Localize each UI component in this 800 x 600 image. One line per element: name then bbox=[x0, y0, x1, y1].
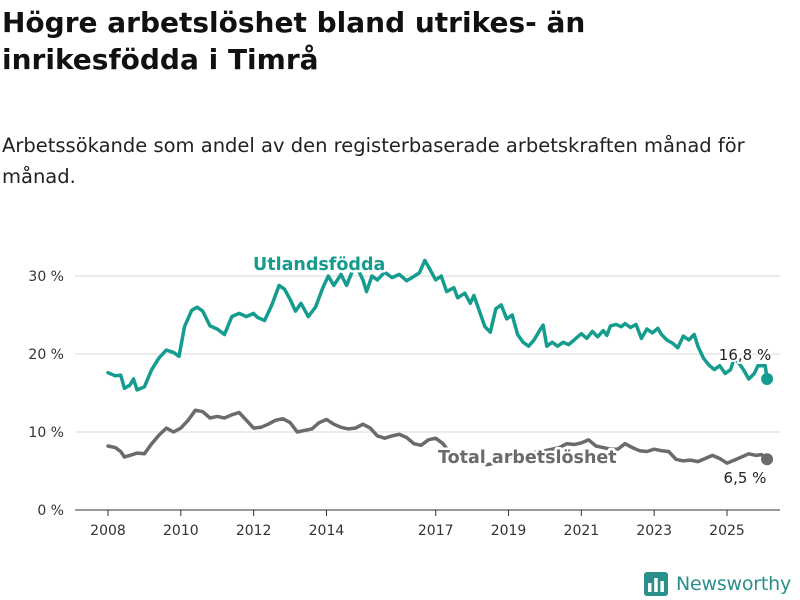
end-label-total-halo: 6,5 % bbox=[724, 469, 767, 487]
series-line-total bbox=[106, 408, 769, 467]
end-label-utlandsfodda: 16,8 % bbox=[719, 346, 771, 364]
x-tick-label: 2021 bbox=[564, 523, 600, 539]
x-tick-label: 2025 bbox=[709, 523, 745, 539]
x-tick-label: 2008 bbox=[90, 523, 126, 539]
series-label-utlandsfodda: Utlandsfödda bbox=[253, 255, 385, 275]
x-tick-label: 2012 bbox=[236, 523, 272, 539]
series-label-utlandsfodda-halo: Utlandsfödda bbox=[253, 255, 385, 275]
x-tick-label: 2019 bbox=[491, 523, 527, 539]
end-label-utlandsfodda-halo: 16,8 % bbox=[719, 346, 771, 364]
x-tick-label: 2014 bbox=[309, 523, 345, 539]
series-end-point bbox=[761, 372, 774, 385]
y-tick-label: 0 % bbox=[37, 503, 64, 519]
brand-logo[interactable]: Newsworthy bbox=[644, 570, 791, 598]
series-label-total: Total arbetslöshet bbox=[438, 448, 617, 468]
end-label-total: 6,5 % bbox=[724, 469, 767, 487]
y-tick-label: 30 % bbox=[28, 269, 64, 285]
y-tick-label: 20 % bbox=[28, 347, 64, 363]
series-end-point bbox=[761, 453, 774, 466]
brand-name: Newsworthy bbox=[676, 573, 792, 595]
y-tick-label: 10 % bbox=[28, 425, 64, 441]
x-tick-label: 2010 bbox=[163, 523, 199, 539]
series-label-total-halo: Total arbetslöshet bbox=[438, 448, 617, 468]
chart-title: Högre arbetslöshet bland utrikes- än inr… bbox=[2, 6, 586, 76]
newsworthy-logo-icon bbox=[644, 572, 668, 596]
x-tick-label: 2017 bbox=[418, 523, 454, 539]
x-tick-label: 2023 bbox=[636, 523, 672, 539]
series-line-utlandsfodda bbox=[106, 258, 769, 392]
chart-subtitle: Arbetssökande som andel av den registerb… bbox=[2, 134, 745, 188]
